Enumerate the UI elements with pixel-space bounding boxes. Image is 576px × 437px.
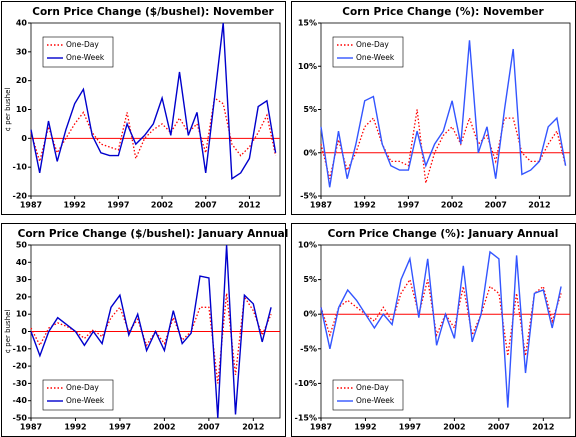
x-tick-label: 2012 bbox=[528, 201, 550, 210]
y-tick-label: 10 bbox=[16, 105, 28, 114]
y-tick-label: -10% bbox=[295, 379, 317, 388]
x-tick-label: 2002 bbox=[151, 201, 173, 210]
x-tick-label: 1997 bbox=[397, 201, 419, 210]
y-tick-label: -10 bbox=[13, 344, 28, 353]
y-tick-label: 20 bbox=[16, 292, 28, 301]
x-tick-label: 1987 bbox=[310, 201, 332, 210]
chart-title: Corn Price Change ($/bushel): November bbox=[32, 6, 274, 18]
y-tick-label: -50 bbox=[13, 414, 28, 423]
series-line bbox=[320, 109, 567, 184]
y-tick-label: 0% bbox=[303, 310, 317, 319]
x-tick-label: 2007 bbox=[485, 201, 507, 210]
y-tick-label: -20 bbox=[13, 362, 28, 371]
x-tick-label: 1992 bbox=[64, 423, 86, 432]
legend-label: One-Week bbox=[66, 53, 105, 62]
legend-box bbox=[332, 36, 404, 68]
x-tick-label: 2007 bbox=[488, 423, 510, 432]
y-tick-label: -10 bbox=[13, 163, 28, 172]
x-tick-label: 2012 bbox=[238, 201, 260, 210]
x-tick-label: 2012 bbox=[532, 423, 554, 432]
y-tick-label: -5% bbox=[300, 192, 317, 201]
x-tick-label: 1987 bbox=[20, 201, 42, 210]
legend-label: One-Day bbox=[66, 383, 99, 392]
y-axis-label: ¢ per bushel bbox=[4, 310, 12, 354]
legend-label: One-Day bbox=[356, 383, 389, 392]
x-tick-label: 2002 bbox=[441, 201, 463, 210]
x-tick-label: 1997 bbox=[107, 201, 129, 210]
y-tick-label: 20 bbox=[16, 76, 28, 85]
y-tick-label: -20 bbox=[13, 192, 28, 201]
y-tick-label: 40 bbox=[16, 19, 28, 28]
y-tick-label: 0 bbox=[21, 327, 27, 336]
y-tick-label: -40 bbox=[13, 396, 28, 405]
x-tick-label: 1987 bbox=[310, 423, 332, 432]
legend-label: One-Week bbox=[356, 396, 395, 405]
y-tick-label: -30 bbox=[13, 379, 28, 388]
legend-box bbox=[42, 36, 114, 68]
x-tick-label: 1987 bbox=[20, 423, 42, 432]
y-tick-label: 5% bbox=[303, 105, 317, 114]
y-tick-label: 30 bbox=[16, 47, 28, 56]
series-line bbox=[30, 244, 272, 419]
x-tick-label: 1997 bbox=[399, 423, 421, 432]
legend-box bbox=[42, 379, 114, 411]
x-tick-label: 1992 bbox=[354, 423, 376, 432]
series-line bbox=[320, 250, 562, 408]
y-tick-label: 10% bbox=[298, 62, 317, 71]
x-tick-label: 2002 bbox=[443, 423, 465, 432]
x-tick-label: 2012 bbox=[242, 423, 264, 432]
y-tick-label: 30 bbox=[16, 275, 28, 284]
legend-label: One-Day bbox=[66, 40, 99, 49]
y-tick-label: 40 bbox=[16, 258, 28, 267]
y-tick-label: 15% bbox=[298, 19, 317, 28]
x-tick-label: 2007 bbox=[195, 201, 217, 210]
x-tick-label: 1992 bbox=[354, 201, 376, 210]
x-tick-label: 1997 bbox=[109, 423, 131, 432]
y-tick-label: 5% bbox=[303, 275, 317, 284]
series-line bbox=[30, 22, 277, 180]
y-tick-label: 0 bbox=[21, 134, 27, 143]
y-tick-label: -5% bbox=[300, 344, 317, 353]
y-tick-label: 10% bbox=[298, 241, 317, 250]
series-line bbox=[320, 40, 567, 188]
chart-title: Corn Price Change ($/bushel): January An… bbox=[18, 228, 289, 240]
legend-label: One-Day bbox=[356, 40, 389, 49]
y-tick-label: 10 bbox=[16, 310, 28, 319]
legend-box bbox=[332, 379, 404, 411]
series-line bbox=[30, 96, 277, 164]
legend-label: One-Week bbox=[356, 53, 395, 62]
y-axis-label: ¢ per bushel bbox=[4, 88, 12, 132]
x-tick-label: 2007 bbox=[198, 423, 220, 432]
y-tick-label: 0% bbox=[303, 148, 317, 157]
legend-label: One-Week bbox=[66, 396, 105, 405]
y-tick-label: -15% bbox=[295, 414, 317, 423]
y-tick-label: 50 bbox=[16, 241, 28, 250]
chart-title: Corn Price Change (%): January Annual bbox=[328, 228, 559, 240]
x-tick-label: 2002 bbox=[153, 423, 175, 432]
chart-title: Corn Price Change (%): November bbox=[342, 6, 544, 18]
x-tick-label: 1992 bbox=[64, 201, 86, 210]
